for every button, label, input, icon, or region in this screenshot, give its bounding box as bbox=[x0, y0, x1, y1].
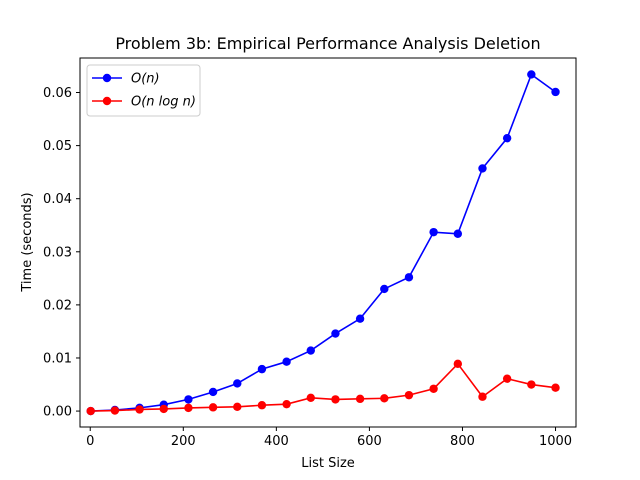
data-point bbox=[502, 374, 512, 383]
data-point bbox=[159, 404, 168, 414]
data-point bbox=[331, 329, 340, 338]
data-point bbox=[257, 401, 267, 410]
data-point bbox=[257, 364, 267, 374]
legend-marker-1 bbox=[102, 96, 112, 106]
y-tick-label: 0.00 bbox=[43, 405, 72, 420]
axes-ticks: 0 200 400 600 800 1000 0.00 0.01 0.02 0.03 0.04 0.0… bbox=[43, 86, 572, 449]
data-point bbox=[208, 387, 218, 397]
data-point bbox=[404, 273, 414, 282]
y-tick-label: 0.06 bbox=[43, 86, 72, 101]
series-line-0 bbox=[90, 73, 556, 412]
data-point bbox=[478, 392, 487, 401]
y-tick-label: 0.05 bbox=[43, 139, 72, 154]
x-tick-label: 400 bbox=[264, 434, 289, 449]
data-point bbox=[306, 346, 315, 355]
data-point bbox=[380, 284, 389, 294]
data-point bbox=[453, 359, 463, 369]
data-point bbox=[551, 87, 560, 97]
x-axis-label: List Size bbox=[301, 456, 355, 471]
x-tick-label: 200 bbox=[171, 434, 196, 449]
data-point bbox=[306, 393, 315, 402]
y-tick-label: 0.01 bbox=[43, 351, 72, 366]
data-point bbox=[135, 405, 144, 414]
data-point bbox=[233, 402, 242, 412]
data-point bbox=[184, 395, 193, 404]
data-point bbox=[282, 357, 291, 366]
data-point bbox=[233, 379, 242, 388]
data-point bbox=[331, 395, 340, 404]
y-tick-label: 0.02 bbox=[43, 298, 72, 313]
data-point bbox=[208, 403, 218, 412]
y-tick-label: 0.03 bbox=[43, 245, 72, 260]
data-point bbox=[551, 383, 560, 392]
data-point bbox=[110, 406, 120, 415]
plot-area bbox=[86, 70, 560, 416]
x-tick-label: 0 bbox=[86, 434, 94, 449]
data-point bbox=[527, 70, 536, 79]
data-point bbox=[355, 394, 365, 404]
data-point bbox=[282, 399, 291, 409]
legend: O(n) O(n log n) bbox=[86, 64, 201, 117]
legend-marker-0 bbox=[102, 73, 112, 83]
data-point bbox=[429, 384, 438, 393]
data-point bbox=[453, 229, 463, 238]
y-tick-label: 0.04 bbox=[43, 192, 72, 207]
data-point bbox=[86, 406, 95, 416]
data-point bbox=[502, 133, 512, 143]
data-point bbox=[527, 380, 536, 389]
data-point bbox=[355, 314, 365, 323]
y-axis-label: Time (seconds) bbox=[20, 192, 35, 292]
x-tick-label: 1000 bbox=[539, 434, 572, 449]
data-point bbox=[184, 403, 193, 413]
x-tick-label: 600 bbox=[357, 434, 382, 449]
data-point bbox=[478, 164, 487, 173]
axes-frame bbox=[79, 57, 577, 428]
data-point bbox=[429, 227, 438, 237]
data-point bbox=[380, 394, 389, 403]
legend-label-0: O(n) bbox=[131, 72, 160, 87]
data-point bbox=[404, 390, 414, 400]
legend-label-1: O(n log n) bbox=[131, 95, 196, 110]
x-tick-label: 800 bbox=[450, 434, 475, 449]
chart-title: Problem 3b: Empirical Performance Analys… bbox=[115, 34, 540, 53]
